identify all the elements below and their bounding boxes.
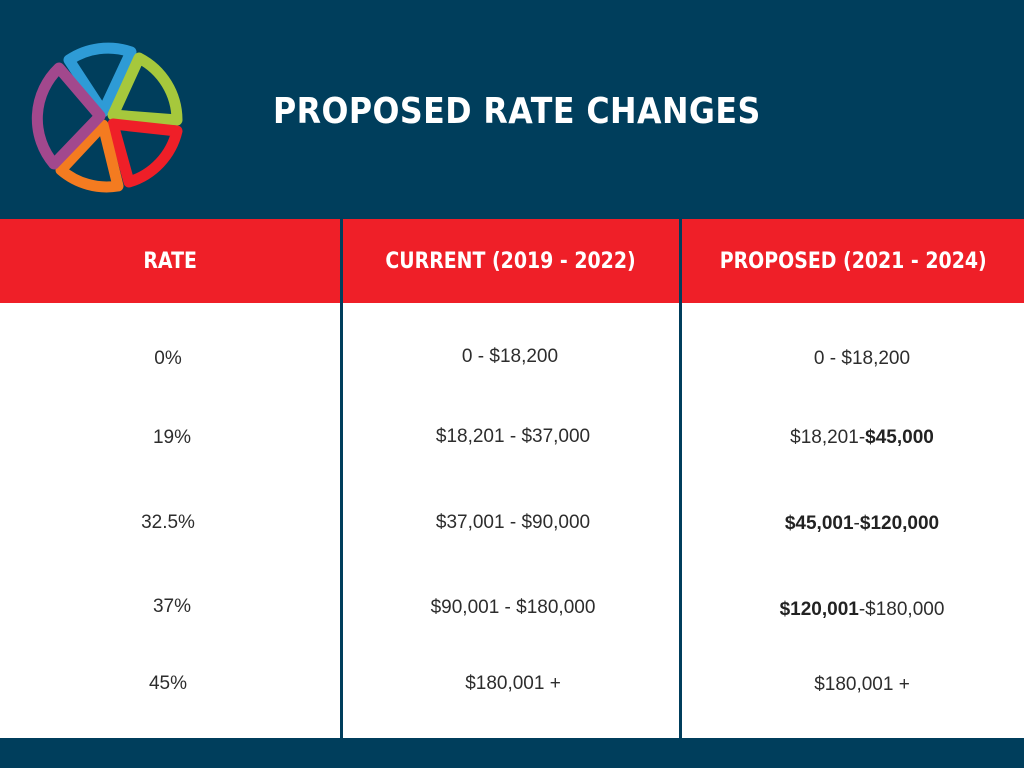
current-range-cell: 0 - $18,200 [461, 346, 559, 367]
proposed-range-cell: 0 - $18,200 [700, 344, 1024, 374]
proposed-range-end: $45,000 [865, 427, 934, 448]
proposed-range-cell: $180,001 + [700, 670, 1024, 700]
column-header-label: RATE [143, 248, 197, 274]
logo-orange-segment [55, 119, 124, 193]
column-divider [679, 219, 682, 738]
proposed-range-end: $180,000 [865, 599, 945, 620]
column-header-label: CURRENT (2019 - 2022) [385, 248, 637, 274]
logo-blue-segment [63, 42, 137, 118]
column-header-rate: RATE [0, 219, 340, 303]
column-header-current: CURRENT (2019 - 2022) [343, 219, 679, 303]
proposed-range-start: 0 - $18,200 [813, 348, 911, 369]
proposed-range-start: $45,001 [784, 513, 854, 534]
proposed-range-start: $180,001 + [814, 674, 910, 695]
table-body [0, 303, 1024, 738]
proposed-range-start: $120,001 [779, 599, 859, 620]
rate-cell: 19% [152, 427, 192, 448]
current-range-cell: $37,001 - $90,000 [435, 512, 591, 533]
column-divider [340, 219, 343, 738]
proposed-range-cell: $18,201 - $45,000 [700, 423, 1024, 453]
footer-band [0, 738, 1024, 768]
logo-red-segment [107, 118, 183, 188]
rate-cell: 45% [148, 673, 188, 694]
rate-cell: 37% [152, 596, 192, 617]
proposed-range-separator: - [853, 513, 860, 534]
proposed-range-cell: $45,001 - $120,000 [700, 509, 1024, 539]
page-title: PROPOSED RATE CHANGES [273, 91, 761, 132]
proposed-range-separator: - [858, 427, 866, 448]
rate-cell: 32.5% [141, 512, 195, 533]
logo-green-segment [107, 52, 183, 126]
logo-purple-segment [31, 62, 106, 170]
proposed-range-end: $120,000 [859, 513, 940, 534]
current-range-cell: $90,001 - $180,000 [430, 597, 596, 618]
proposed-range-separator: - [858, 599, 866, 620]
table-header-row [0, 219, 1024, 303]
header-banner: PROPOSED RATE CHANGES [0, 0, 1024, 219]
proposed-range-start: $18,201 [790, 427, 859, 448]
column-header-proposed: PROPOSED (2021 - 2024) [682, 219, 1024, 303]
proposed-range-cell: $120,001 - $180,000 [700, 595, 1024, 625]
logo-icon [31, 42, 183, 193]
rate-cell: 0% [154, 348, 182, 369]
column-header-label: PROPOSED (2021 - 2024) [719, 248, 987, 274]
current-range-cell: $18,201 - $37,000 [435, 426, 591, 447]
current-range-cell: $180,001 + [465, 673, 561, 694]
